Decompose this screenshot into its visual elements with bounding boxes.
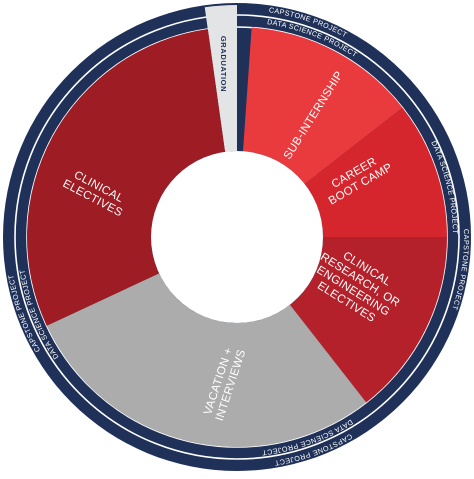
center-hole	[151, 151, 323, 323]
segment-label-graduation: GRADUATION	[219, 36, 228, 92]
segment-label-line: GRADUATION	[219, 36, 228, 92]
segment-vacation-interviews	[46, 273, 367, 448]
segment-sub-internship	[242, 27, 403, 185]
segment-label-clinical-research: CLINICALRESEARCH, ORENGINEERINGELECTIVES	[304, 240, 408, 332]
segments-group	[26, 5, 447, 448]
segment-graduation	[204, 5, 237, 152]
segment-clinical-research	[289, 237, 447, 403]
segment-clinical-electives	[26, 29, 226, 326]
segment-career-boot-camp	[304, 107, 447, 237]
